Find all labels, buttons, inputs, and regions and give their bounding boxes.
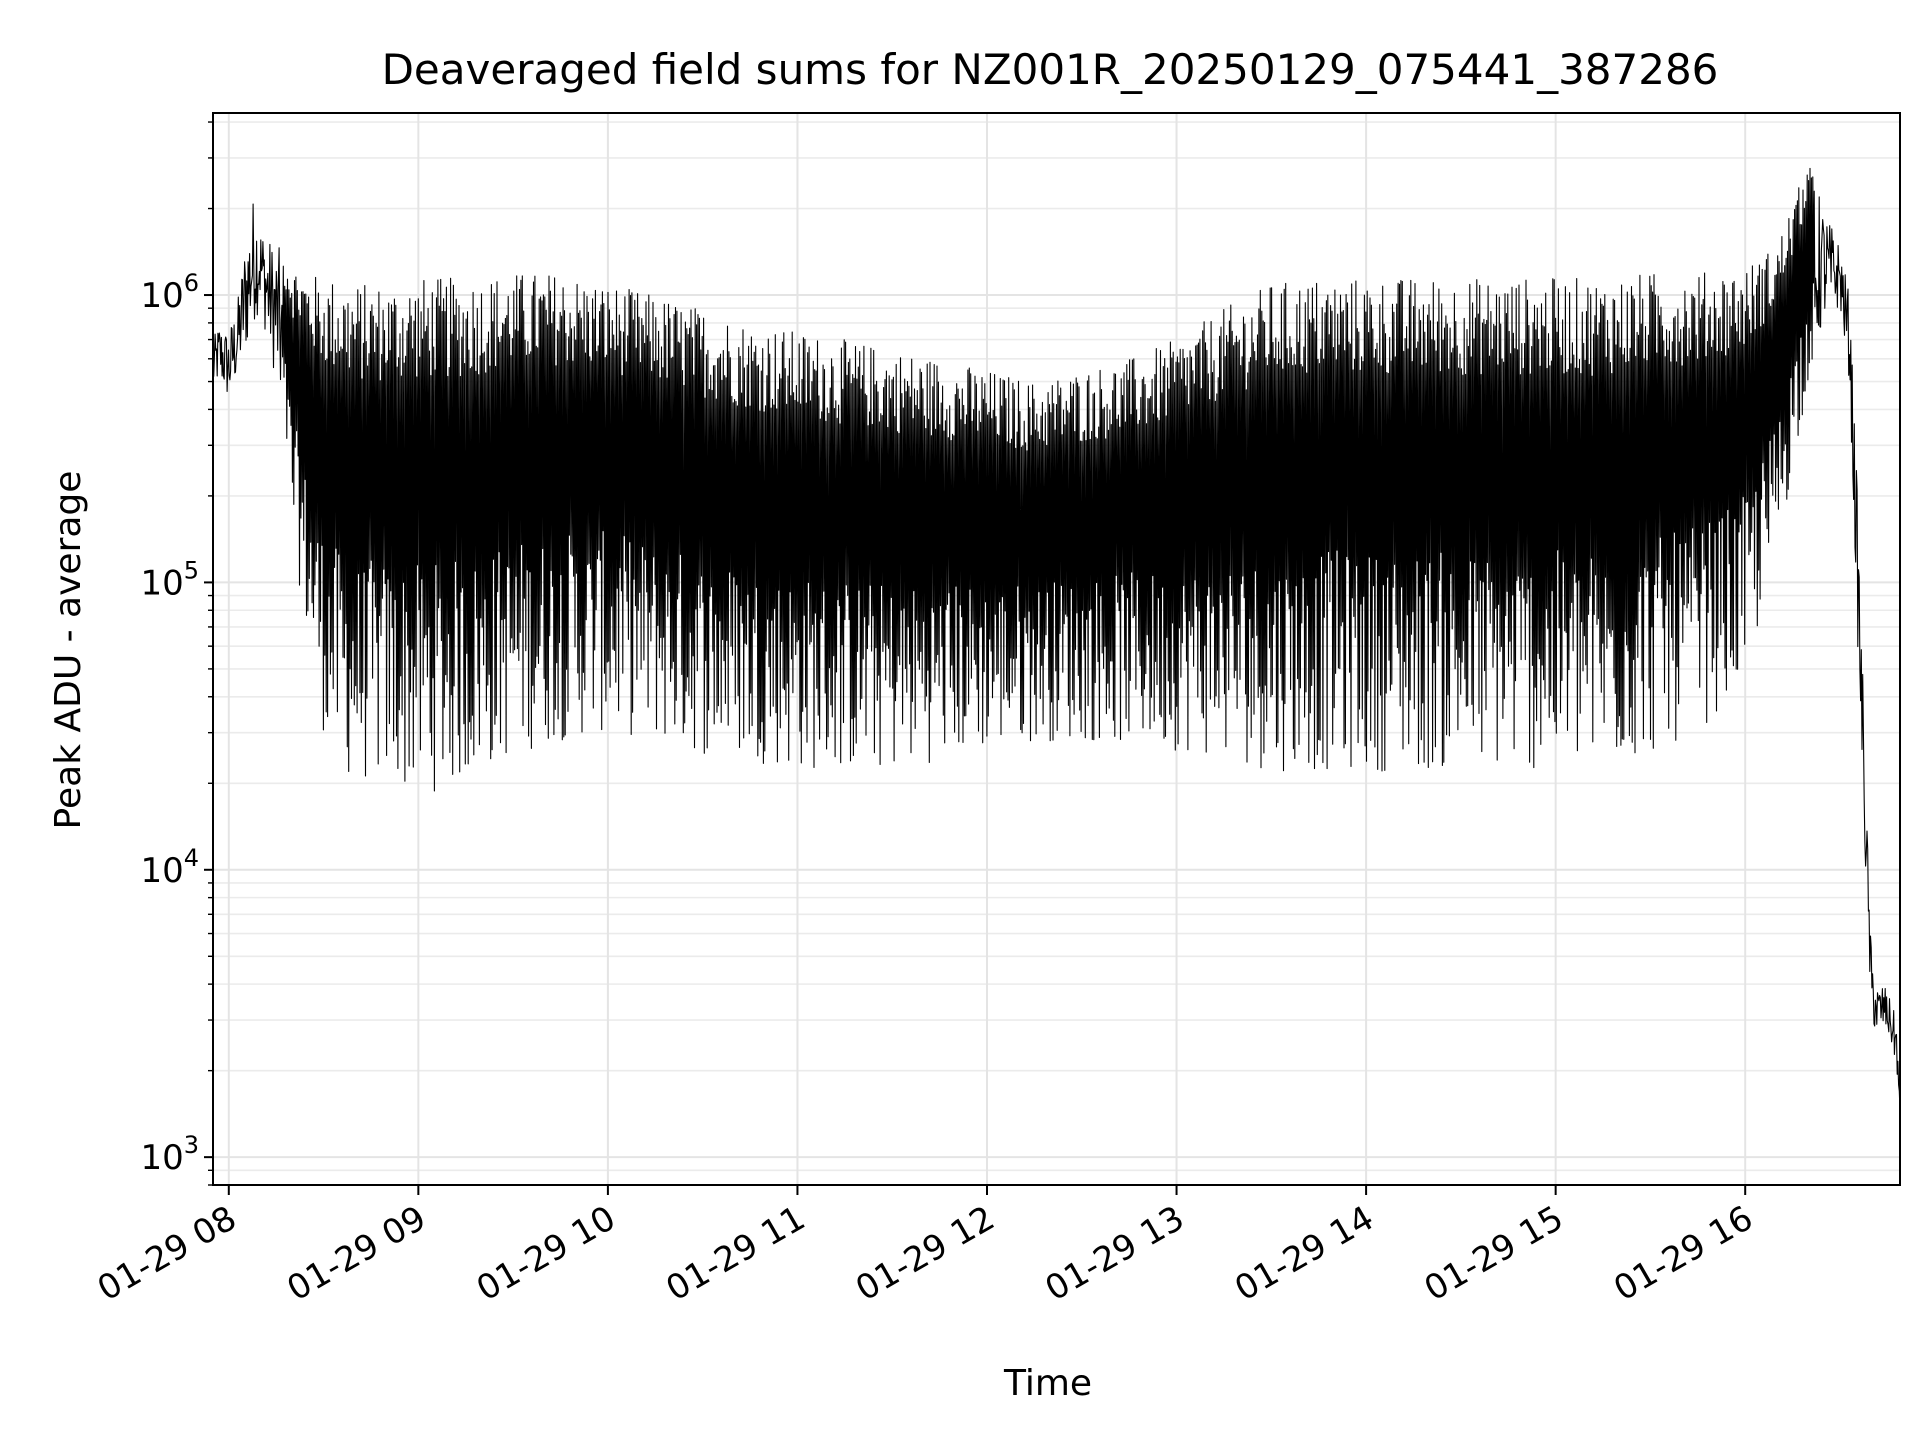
y-tick-label: 105: [140, 556, 199, 603]
plot-frame: [212, 112, 1901, 1186]
major-gridlines: [213, 113, 1900, 1185]
y-axis-label: Peak ADU - average: [48, 471, 89, 830]
chart-title: Deaveraged field sums for NZ001R_2025012…: [382, 45, 1719, 94]
series-layer: [212, 167, 1901, 1112]
series-line: [212, 167, 1901, 1112]
y-tick-label: 103: [140, 1131, 199, 1178]
y-axis: 103 104 105 106: [140, 121, 213, 1186]
x-axis-label: Time: [1003, 1363, 1092, 1404]
y-tick-label: 106: [140, 269, 199, 316]
y-tick-label: 104: [140, 844, 199, 891]
